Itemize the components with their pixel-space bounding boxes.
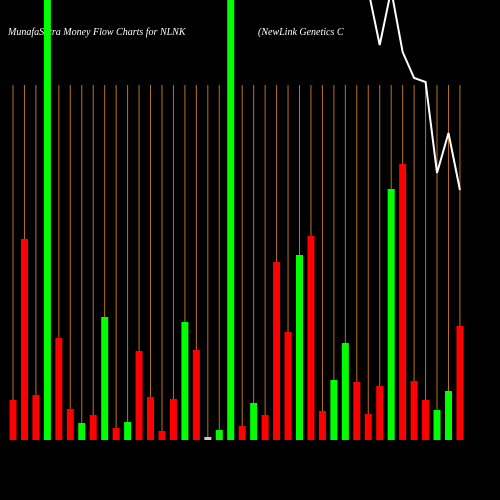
bar [353, 382, 361, 440]
bar [66, 409, 74, 440]
bar [43, 0, 51, 440]
bar [444, 391, 452, 440]
bar [238, 426, 246, 440]
bar [32, 395, 40, 440]
bar [147, 397, 155, 440]
bar [158, 431, 166, 440]
bar [181, 322, 189, 440]
bar [433, 410, 441, 440]
bar [20, 239, 28, 440]
bar [307, 236, 315, 440]
bar [250, 403, 258, 440]
chart-title: MunafaSutra Money Flow Charts for NLNK [7, 27, 187, 38]
bar [410, 381, 418, 440]
bar [169, 399, 177, 440]
bar [318, 411, 326, 440]
bar [387, 189, 395, 440]
bar [55, 338, 63, 440]
bar [215, 430, 223, 440]
flow-line [369, 0, 461, 191]
bar [9, 400, 17, 440]
bar [261, 415, 269, 440]
bar [284, 332, 292, 440]
bar [192, 350, 200, 440]
bar [78, 423, 86, 440]
bar [135, 351, 143, 440]
bar [341, 343, 349, 440]
bar [101, 317, 109, 440]
bar [124, 422, 132, 440]
bar [204, 437, 212, 440]
bar [227, 0, 235, 440]
bar [364, 414, 372, 440]
bar [112, 428, 120, 440]
chart-subtitle: (NewLink Genetics C [258, 27, 344, 38]
bar [422, 400, 430, 440]
bar [273, 262, 281, 440]
bar [399, 164, 407, 440]
bar [456, 326, 464, 440]
bar [89, 415, 97, 440]
bar [376, 386, 384, 440]
bar [296, 255, 303, 440]
bar [330, 380, 338, 440]
